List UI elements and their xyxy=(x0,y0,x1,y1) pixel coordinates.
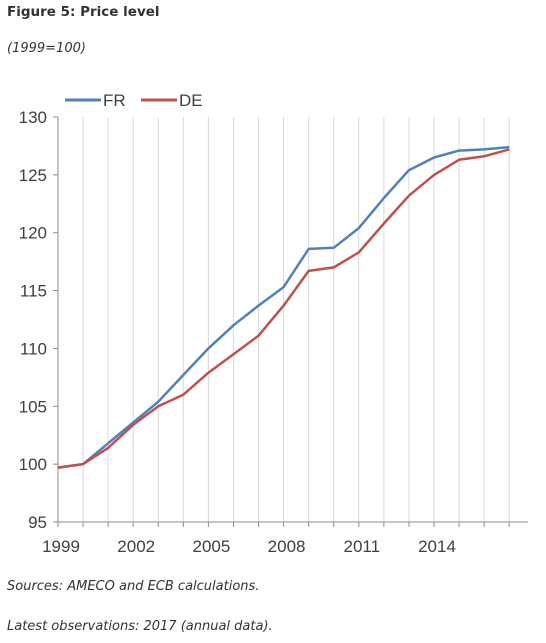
latest-observations-note: Latest observations: 2017 (annual data). xyxy=(7,619,273,634)
legend: FR DE xyxy=(65,91,203,110)
x-tick-label: 2014 xyxy=(418,537,456,556)
x-tick-label: 2005 xyxy=(192,537,230,556)
y-tick-label: 100 xyxy=(19,455,47,474)
series-line-fr xyxy=(57,145,510,469)
series-lines xyxy=(57,145,510,469)
x-tick-label: 2008 xyxy=(268,537,306,556)
x-tick-labels: 1999 2002 2005 2008 2011 2014 xyxy=(42,537,456,556)
figure-title: Figure 5: Price level xyxy=(7,4,160,20)
y-tick-label: 95 xyxy=(28,513,47,532)
legend-label-de: DE xyxy=(179,91,203,110)
x-tick-label: 2011 xyxy=(344,537,381,556)
y-tick-labels: 95 100 105 110 115 120 125 130 xyxy=(19,108,47,532)
y-tick-label: 105 xyxy=(19,397,47,416)
y-tick-label: 110 xyxy=(20,339,47,358)
y-tick-label: 125 xyxy=(19,166,47,185)
grid-lines xyxy=(82,117,510,522)
figure-subtitle: (1999=100) xyxy=(7,41,86,56)
x-tick-label: 1999 xyxy=(42,537,80,556)
legend-label-fr: FR xyxy=(103,91,126,110)
x-tick-label: 2002 xyxy=(117,537,155,556)
y-tick-label: 115 xyxy=(20,282,47,301)
y-tick-label: 120 xyxy=(19,224,47,243)
y-tick-label: 130 xyxy=(19,108,47,127)
sources-note: Sources: AMECO and ECB calculations. xyxy=(7,579,260,594)
price-level-chart: 95 100 105 110 115 120 125 130 1999 2002 2005 2008… xyxy=(19,91,528,556)
axes xyxy=(53,116,528,527)
series-line-de xyxy=(57,148,510,469)
